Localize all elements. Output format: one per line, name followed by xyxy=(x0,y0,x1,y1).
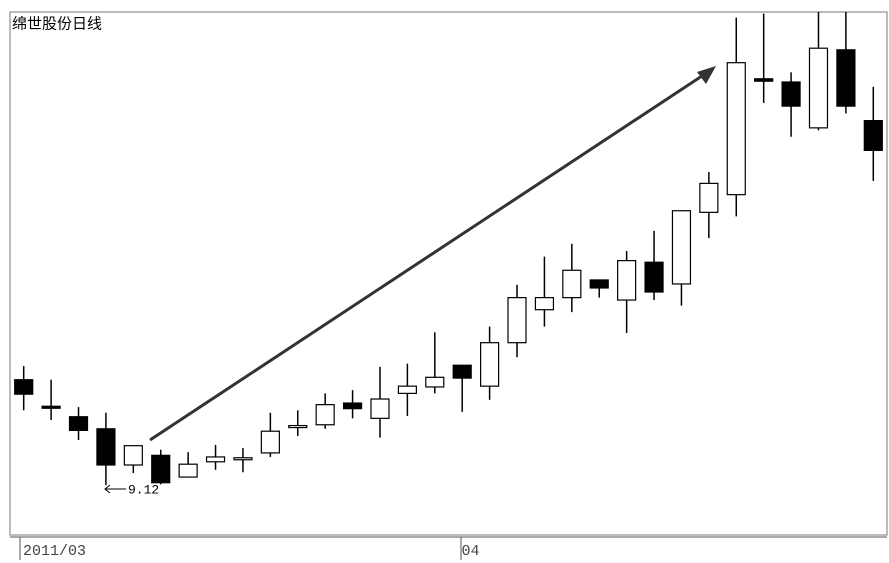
candle-body xyxy=(836,49,856,107)
candle-body xyxy=(96,428,116,466)
candle-body xyxy=(14,379,34,395)
candle-body xyxy=(452,364,472,379)
candle-body xyxy=(671,210,692,285)
candle-body xyxy=(233,457,253,461)
candle-body xyxy=(425,376,445,388)
candle-body xyxy=(260,430,280,454)
candle-body xyxy=(41,405,61,409)
candle-body xyxy=(288,424,308,429)
x-tick-label: 2011/03 xyxy=(23,543,86,560)
candle-body xyxy=(863,120,883,151)
x-tick-label: 04 xyxy=(462,543,480,560)
chart-title: 绵世股份日线 xyxy=(12,15,102,33)
candle-body xyxy=(480,342,500,387)
candle-body xyxy=(397,385,417,394)
low-pointer-head xyxy=(104,484,111,494)
candle-body xyxy=(151,454,171,484)
candle-body xyxy=(808,47,829,129)
candle-body xyxy=(178,463,198,478)
candle-body xyxy=(507,297,527,344)
candle-body xyxy=(644,261,664,293)
candle-body xyxy=(68,416,89,431)
candle-body xyxy=(699,182,719,213)
candle-body xyxy=(370,398,390,419)
trend-arrow xyxy=(149,70,709,442)
candle-body xyxy=(534,297,555,311)
candle-body xyxy=(617,260,637,301)
trend-arrow-head xyxy=(697,66,716,84)
candle-body xyxy=(123,445,143,466)
candle-body xyxy=(781,81,801,107)
candle-body xyxy=(315,404,335,426)
candle-body xyxy=(754,78,774,82)
candle-body xyxy=(342,402,363,410)
candle-body xyxy=(726,62,746,196)
candle-body xyxy=(205,456,226,463)
candle-body xyxy=(562,269,582,299)
low-annotation: 9.12 xyxy=(128,482,159,497)
candle-body xyxy=(589,279,609,289)
